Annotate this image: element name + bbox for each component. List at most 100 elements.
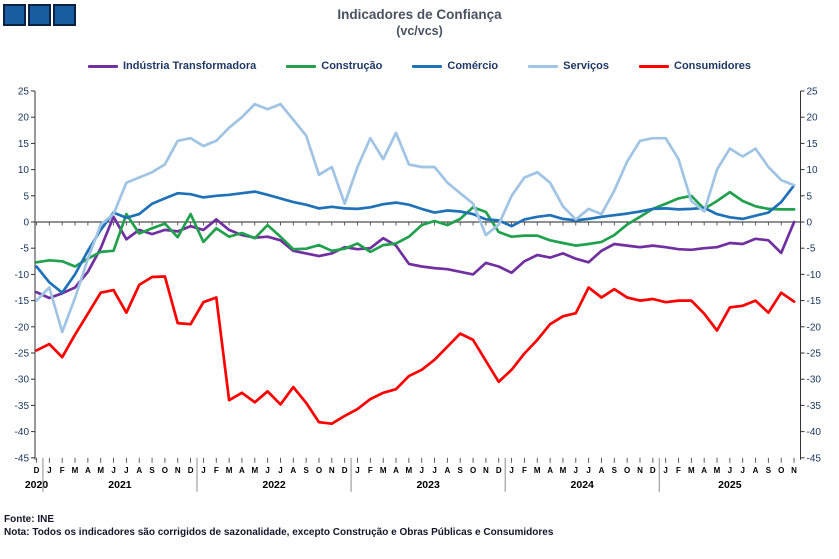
month-label: O — [624, 466, 630, 475]
month-label: M — [72, 466, 79, 475]
series-constru-o — [35, 190, 796, 268]
year-label: 2023 — [416, 479, 440, 491]
month-label: M — [534, 466, 541, 475]
legend-line-swatch-purple — [87, 64, 118, 68]
chart-footer: Fonte: INE Nota: Todos os indicadores sã… — [4, 513, 553, 539]
month-label: A — [599, 466, 605, 475]
month-label: J — [728, 466, 732, 475]
month-label: S — [766, 466, 772, 475]
y-axis-label-left: -10 — [15, 270, 30, 281]
month-label: J — [124, 466, 128, 475]
month-label: J — [663, 466, 667, 475]
month-label: A — [136, 466, 142, 475]
month-label: M — [97, 466, 104, 475]
y-axis-label-right: -45 — [807, 453, 822, 464]
legend-item-industria-transformadora: Indústria Transformadora — [87, 60, 257, 72]
y-axis-label-left: 15 — [18, 139, 30, 150]
y-axis-label-left: -35 — [15, 401, 30, 412]
month-label: A — [239, 466, 245, 475]
month-label: O — [162, 466, 168, 475]
month-label: J — [509, 466, 513, 475]
y-axis-label-right: 15 — [807, 139, 819, 150]
legend-label: Indústria Transformadora — [122, 60, 257, 72]
month-label: J — [432, 466, 436, 475]
y-axis-label-left: -5 — [20, 244, 29, 255]
chart-subtitle: (vc/vcs) — [396, 24, 443, 38]
month-label: M — [560, 466, 567, 475]
month-label: M — [380, 466, 387, 475]
month-label: D — [188, 466, 194, 475]
y-axis-label-left: -40 — [15, 427, 30, 438]
month-label: M — [251, 466, 258, 475]
legend-line-swatch-red — [639, 64, 669, 68]
month-label: J — [47, 466, 51, 475]
y-axis-label-left: -45 — [15, 453, 30, 464]
legend-label: Consumidores — [674, 60, 752, 72]
y-axis-label-right: -35 — [807, 401, 822, 412]
month-label: N — [483, 466, 489, 475]
month-label: N — [175, 466, 181, 475]
zero-axis — [35, 221, 801, 226]
y-axis-label-left: -25 — [15, 349, 30, 360]
series-ind-stria-transformadora — [35, 215, 796, 300]
year-label: 2020 — [25, 479, 49, 491]
y-axis-label-right: -5 — [807, 244, 816, 255]
y-axis-label-left: 20 — [18, 113, 30, 124]
month-label: N — [791, 466, 797, 475]
month-label: S — [458, 466, 464, 475]
y-axis-label-right: 5 — [807, 191, 813, 202]
month-label: M — [406, 466, 413, 475]
month-label: J — [278, 466, 282, 475]
month-label: A — [753, 466, 759, 475]
legend-label: Serviços — [563, 60, 609, 72]
y-axis-label-right: -20 — [807, 322, 822, 333]
month-label: S — [612, 466, 618, 475]
month-label: F — [522, 466, 527, 475]
month-label: A — [547, 466, 553, 475]
month-label: J — [574, 466, 578, 475]
month-label: D — [342, 466, 348, 475]
y-axis-label-right: 0 — [807, 218, 813, 229]
series-lines — [35, 102, 796, 426]
source-note: Fonte: INE — [4, 514, 54, 525]
month-label: M — [714, 466, 721, 475]
month-label: O — [316, 466, 322, 475]
year-label: 2022 — [262, 479, 286, 491]
y-axis-label-left: -20 — [15, 322, 30, 333]
year-label: 2021 — [108, 479, 132, 491]
month-label: A — [701, 466, 707, 475]
month-label: J — [355, 466, 359, 475]
month-label: F — [214, 466, 219, 475]
y-axis-label-left: 25 — [18, 87, 30, 98]
month-label: J — [201, 466, 205, 475]
y-axis-label-left: -15 — [15, 296, 30, 307]
y-axis-label-right: -10 — [807, 270, 822, 281]
month-label: S — [149, 466, 155, 475]
month-label: D — [34, 466, 40, 475]
legend-line-swatch-lightblue — [528, 64, 559, 68]
y-axis-label-right: 20 — [807, 113, 819, 124]
month-label: M — [226, 466, 233, 475]
month-label: O — [778, 466, 784, 475]
year-label: 2025 — [718, 479, 742, 491]
legend-item-consumidores: Consumidores — [639, 60, 751, 72]
y-axis-label-right: 10 — [807, 165, 819, 176]
y-axis-label-right: -25 — [807, 349, 822, 360]
month-label: J — [111, 466, 115, 475]
legend-item-servicos: Serviços — [528, 60, 609, 72]
month-label: J — [586, 466, 590, 475]
legend-item-construcao: Construção — [286, 60, 382, 72]
month-label: A — [393, 466, 399, 475]
legend-label: Construção — [321, 60, 383, 72]
month-label: S — [303, 466, 309, 475]
footnote: Nota: Todos os indicadores são corrigido… — [4, 527, 554, 538]
year-label: 2024 — [571, 479, 595, 491]
chart-header: Indicadores de Confiança (vc/vcs) — [0, 7, 839, 38]
logo-square-2 — [28, 4, 51, 26]
y-axis-label-right: -30 — [807, 375, 822, 386]
y-axes: 25 25 20 20 15 15 10 10 5 5 0 0 -5 -5 -10 -10 -15 -15 -20 -… — [15, 87, 822, 465]
month-label: J — [265, 466, 269, 475]
logo-square-3 — [53, 4, 76, 26]
